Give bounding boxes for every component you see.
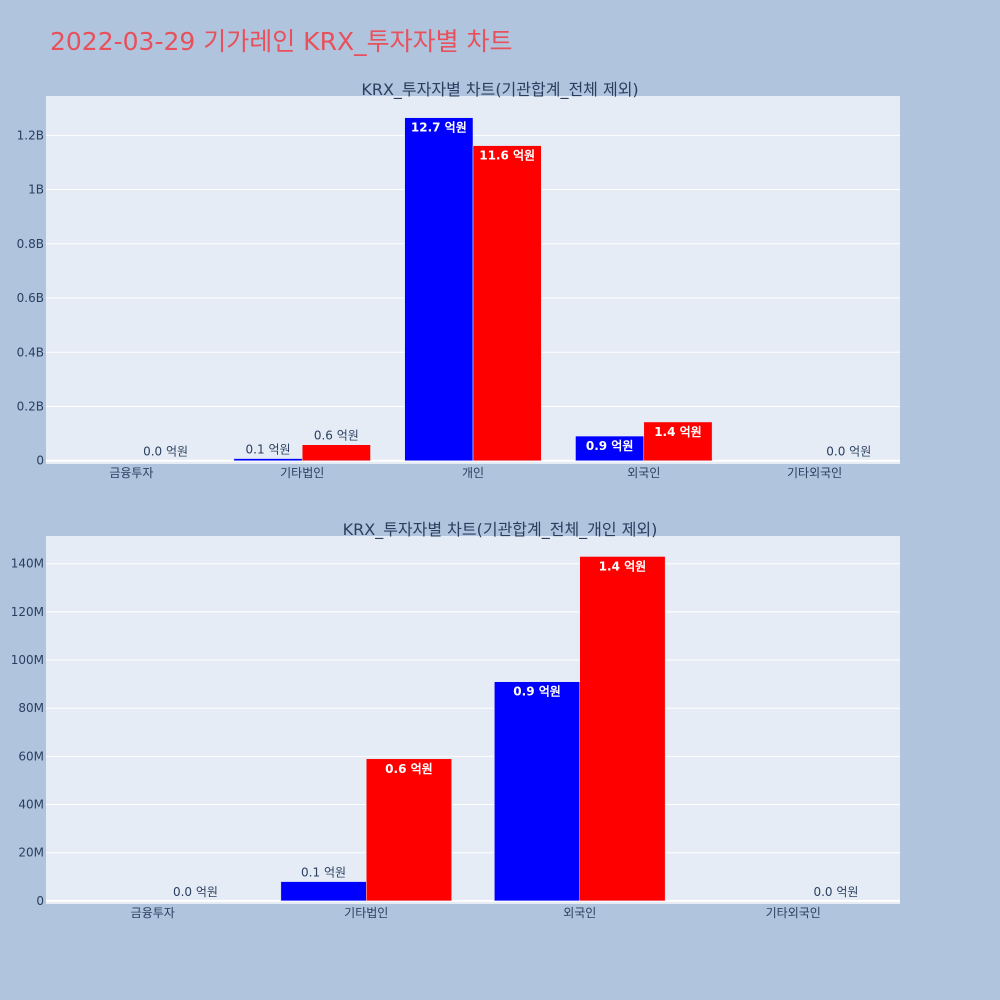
data-label: 0.1 억원 xyxy=(301,866,346,880)
bar xyxy=(579,556,666,902)
y-tick-label: 0 xyxy=(36,894,44,908)
y-tick-label: 0 xyxy=(36,454,44,468)
data-label: 1.4 억원 xyxy=(654,425,702,439)
data-label: 11.6 억원 xyxy=(479,149,535,163)
y-tick-label: 140M xyxy=(11,557,44,571)
x-tick-label: 금융투자 xyxy=(109,466,153,480)
y-tick-label: 0.4B xyxy=(17,345,44,359)
bar xyxy=(575,435,645,461)
y-tick-label: 0.2B xyxy=(17,400,44,414)
y-tick-label: 80M xyxy=(18,701,44,715)
x-tick-label: 개인 xyxy=(462,466,484,480)
x-tick-label: 기타외국인 xyxy=(787,466,842,480)
data-label: 0.9 억원 xyxy=(513,685,561,699)
bar xyxy=(366,758,452,902)
data-label: 0.1 억원 xyxy=(246,443,291,457)
chart-title: KRX_투자자별 차트(기관합계_전체 제외) xyxy=(361,80,638,100)
y-tick-label: 20M xyxy=(18,846,44,860)
data-label: 0.9 억원 xyxy=(586,439,634,453)
bar xyxy=(494,681,581,902)
bar xyxy=(643,421,713,461)
data-label: 0.0 억원 xyxy=(813,885,858,899)
plot-area xyxy=(46,536,900,904)
y-tick-label: 40M xyxy=(18,798,44,812)
data-label: 0.0 억원 xyxy=(826,445,871,459)
x-tick-label: 기타법인 xyxy=(280,466,324,480)
x-tick-label: 기타법인 xyxy=(344,906,388,920)
data-label: 0.6 억원 xyxy=(385,762,433,776)
y-tick-label: 60M xyxy=(18,749,44,763)
y-tick-label: 120M xyxy=(11,605,44,619)
y-tick-label: 0.8B xyxy=(17,237,44,251)
bar xyxy=(404,117,474,461)
x-tick-label: 외국인 xyxy=(563,906,596,920)
bar xyxy=(280,881,367,902)
data-label: 0.0 억원 xyxy=(143,445,188,459)
y-tick-label: 1.2B xyxy=(17,128,44,142)
x-tick-label: 금융투자 xyxy=(131,906,175,920)
x-tick-label: 외국인 xyxy=(627,466,660,480)
bar xyxy=(472,145,542,461)
page-title: 2022-03-29 기가레인 KRX_투자자별 차트 xyxy=(50,27,513,56)
data-label: 1.4 억원 xyxy=(599,559,647,573)
x-tick-label: 기타외국인 xyxy=(766,906,821,920)
data-label: 0.0 억원 xyxy=(173,885,218,899)
bar xyxy=(301,444,371,461)
data-label: 0.6 억원 xyxy=(314,429,359,443)
chart-title: KRX_투자자별 차트(기관합계_전체_개인 제외) xyxy=(343,520,658,540)
y-tick-label: 100M xyxy=(11,653,44,667)
y-tick-label: 1B xyxy=(28,183,44,197)
data-label: 12.7 억원 xyxy=(411,121,467,135)
y-tick-label: 0.6B xyxy=(17,291,44,305)
